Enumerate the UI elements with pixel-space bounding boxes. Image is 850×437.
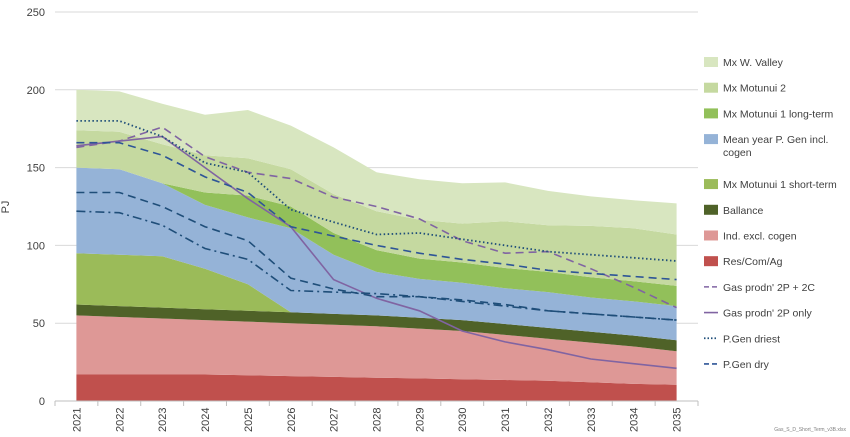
- area-mx-motunui-1-long-term: [76, 167, 677, 307]
- legend-label-cont: cogen: [723, 147, 752, 159]
- x-tick-label: 2027: [329, 408, 341, 432]
- area-mean-year-p-gen-incl-cogen: [76, 167, 677, 341]
- legend-label-ballance: Ballance: [723, 205, 763, 217]
- line-gas-prodn-2p-only: [76, 135, 677, 370]
- legend-label-gas-prodn-2p-only: Gas prodn' 2P only: [723, 308, 813, 320]
- x-tick-label: 2025: [243, 408, 255, 432]
- y-tick-label: 250: [27, 7, 45, 19]
- legend-swatch-mx-motunui-2: [704, 82, 718, 93]
- y-tick-label: 50: [33, 318, 45, 330]
- x-tick-label: 2029: [414, 408, 426, 432]
- axes: 0 50 100 150 200 250 2021 2022 2023 2024 2025 2026 2…: [27, 7, 699, 432]
- legend-label-mx-motunui-1-long-term: Mx Motunui 1 long-term: [723, 108, 834, 120]
- x-tick-label: 2035: [672, 408, 684, 432]
- line-p-gen-driest: [76, 120, 677, 262]
- area-ballance: [76, 304, 677, 352]
- footnote: Gas_S_D_Short_Term_v3B.xlsx: [774, 427, 846, 433]
- area-ind-excl-cogen: [76, 315, 677, 385]
- legend-label-mx-motunui-1-short-term: Mx Motunui 1 short-term: [723, 179, 837, 191]
- legend-label-ind-excl-cogen: Ind. excl. cogen: [723, 230, 797, 242]
- line-unlabeled-5: [76, 210, 677, 321]
- legend-swatch-mx-motunui-1-short-term: [704, 179, 718, 190]
- x-tick-label: 2023: [157, 408, 169, 432]
- x-tick-label: 2030: [457, 408, 469, 432]
- x-tick-label: 2034: [629, 408, 641, 432]
- x-tick-label: 2022: [114, 408, 126, 432]
- legend-label-mean-year-p-gen-incl: Mean year P. Gen incl.: [723, 134, 828, 146]
- legend: Mx W. Valley Mx Motunui 2 Mx Motunui 1 lon…: [704, 57, 837, 371]
- area-mx-w-valley: [76, 89, 677, 235]
- line-gas-prodn-2p-2c: [76, 126, 677, 309]
- y-tick-label: 100: [27, 240, 45, 252]
- legend-swatch-mean-year-p-gen-incl: [704, 134, 718, 145]
- line-p-gen-dry: [76, 141, 677, 281]
- x-tick-label: 2024: [200, 408, 212, 432]
- x-tick-label: 2021: [71, 408, 83, 432]
- x-tick-label: 2026: [286, 408, 298, 432]
- legend-swatch-res-com-ag: [704, 256, 718, 267]
- legend-label-p-gen-driest: P.Gen driest: [723, 333, 780, 345]
- legend-swatch-ballance: [704, 204, 718, 215]
- x-tick-label: 2031: [500, 408, 512, 432]
- x-tick-label: 2032: [543, 408, 555, 432]
- x-tick-label: 2028: [372, 408, 384, 432]
- y-tick-label: 0: [39, 396, 45, 408]
- area-res-com-ag: [76, 374, 677, 401]
- line-series: [76, 120, 677, 370]
- legend-label-mx-motunui-2: Mx Motunui 2: [723, 83, 786, 95]
- legend-swatch-mx-motunui-1-long-term: [704, 108, 718, 119]
- y-tick-label: 150: [27, 163, 45, 175]
- legend-label-p-gen-dry: P.Gen dry: [723, 359, 770, 371]
- legend-label-gas-prodn-2p-2c: Gas prodn' 2P + 2C: [723, 282, 815, 294]
- y-axis-label: PJ: [0, 201, 12, 214]
- legend-label-res-com-ag: Res/Com/Ag: [723, 256, 783, 268]
- legend-swatch-ind-excl-cogen: [704, 230, 718, 241]
- area-mx-motunui-1-short-term: [76, 253, 677, 341]
- legend-swatch-mx-w-valley: [704, 57, 718, 67]
- y-tick-label: 200: [27, 85, 45, 97]
- legend-label-mx-w-valley: Mx W. Valley: [723, 57, 784, 69]
- x-tick-label: 2033: [586, 408, 598, 432]
- area-mx-motunui-2: [76, 130, 677, 286]
- stacked-areas: [76, 89, 677, 401]
